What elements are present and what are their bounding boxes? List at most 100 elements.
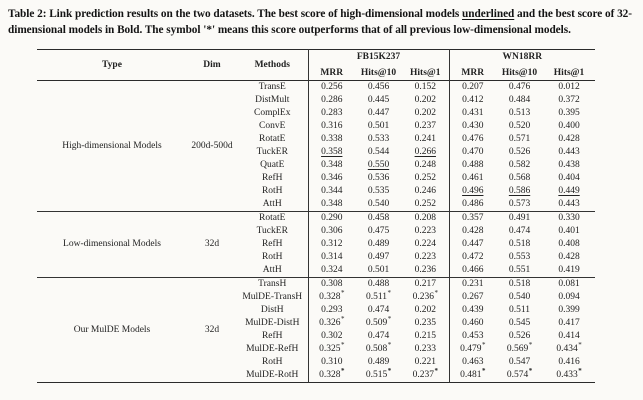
group-header-fb15k237: FB15K237 [307,49,450,66]
method-name-cell: AttH [262,265,282,276]
outperform-star: * [340,315,345,324]
score-cell: 0.447 [448,238,497,252]
score-cell: 0.266 [414,147,436,158]
outperform-star: * [387,289,392,298]
score-cell: 0.481* [448,367,497,383]
score-cell: 0.461 [448,172,497,186]
method-name-cell: MulDE-TransH [242,292,303,303]
score-cell: 0.306 [307,225,355,239]
method-name-cell: MulDE-RotH [246,370,299,381]
method-name-cell: AttH [262,199,282,210]
table-row: DistH 0.293 0.474 0.202 0.439 0.511 0.399 [37,304,595,318]
score-cell: 0.293 [307,304,355,318]
column-header-fb-hits10: Hits@10 [360,67,397,78]
score-cell: 0.535 [367,186,390,197]
score-cell: 0.472 [448,251,497,265]
score-cell: 0.511* [365,289,392,303]
score-cell: 0.568 [508,173,531,184]
score-cell: 0.509* [365,315,392,329]
score-cell: 0.511 [509,305,531,316]
outperform-star: * [434,289,438,298]
score-cell: 0.489 [367,239,390,250]
score-cell: 0.401 [558,226,580,237]
score-cell: 0.236 [414,265,436,276]
score-cell: 0.237* [412,367,438,381]
dimension-cell: 200d-500d [191,140,233,151]
score-cell: 0.428 [558,134,580,145]
score-cell: 0.479* [448,342,497,357]
method-name-cell: TuckER [256,226,288,237]
score-cell: 0.252 [414,199,436,210]
score-cell: 0.438 [558,160,580,171]
score-cell: 0.428 [558,252,580,263]
score-cell: 0.443 [558,199,580,210]
score-cell: 0.474 [508,226,531,237]
score-cell: 0.325* [307,342,355,357]
metric-header-row: MRR Hits@10 Hits@1 MRR Hits@10 Hits@1 [37,65,595,81]
outperform-star: * [387,315,392,324]
score-cell: 0.497 [367,252,390,263]
score-cell: 0.443 [558,147,580,158]
column-header-methods: Methods [254,59,290,70]
column-header-fb-mrr: MRR [307,65,355,81]
score-cell: 0.372 [558,95,580,106]
score-cell: 0.314 [307,251,355,265]
score-cell: 0.221 [414,357,436,368]
table-row: Low-dimensional Models 32d RotatE 0.290 0.45… [37,211,596,278]
score-cell: 0.207 [448,80,497,95]
score-cell: 0.357 [448,211,497,226]
table-row: RefH 0.312 0.489 0.224 0.447 0.518 0.408 [37,238,595,252]
score-cell: 0.308 [307,277,355,292]
score-cell: 0.520 [508,121,531,132]
score-cell: 0.316 [307,120,355,134]
score-cell: 0.328* [307,368,355,383]
score-cell: 0.582 [508,160,531,171]
method-name-cell: ComplEx [254,108,291,119]
column-header-fb-hits1: Hits@1 [410,67,441,78]
score-cell: 0.458 [355,211,402,226]
caption-text-end: and the best score of 32-dimensional mod… [8,8,632,36]
score-cell: 0.456 [367,82,390,93]
score-cell: 0.574* [506,367,533,381]
score-cell: 0.496 [448,185,497,199]
method-name-cell: TuckER [256,147,288,158]
score-cell: 0.399 [558,305,580,316]
score-cell: 0.476 [448,133,497,147]
method-name-cell: MulDE-RefH [246,344,299,355]
score-cell: 0.408 [558,239,580,250]
outperform-star: * [434,367,438,376]
dimension-cell: 32d [187,211,237,278]
score-cell: 0.348 [307,159,355,173]
score-cell: 0.486 [448,198,497,212]
caption-text-start: Table 2: Link prediction results on the … [8,8,463,20]
model-type-cell: High-dimensional Models [62,140,162,151]
column-header-wn-mrr: MRR [448,65,497,81]
score-cell: 0.417 [558,318,580,329]
score-cell: 0.484 [508,95,531,106]
score-cell: 0.518 [496,277,544,292]
method-name-cell: RotH [261,357,283,368]
score-cell: 0.346 [307,172,355,186]
score-cell: 0.256 [307,80,355,95]
outperform-star: * [387,367,392,376]
score-cell: 0.476 [508,82,531,93]
outperform-star: * [481,367,486,376]
column-header-wn-hits1: Hits@1 [553,67,585,78]
score-cell: 0.544 [367,147,390,158]
method-name-cell: DistMult [255,95,290,106]
score-cell: 0.324 [307,264,355,278]
score-cell: 0.202 [414,108,436,119]
model-type-cell: Our MulDE Models [37,277,187,383]
table-header: Type Dim Methods FB15K237 WN18RR MRR Hit… [37,49,596,81]
score-cell: 0.569* [506,341,533,355]
table-row: MulDE-TransH 0.328* 0.511* 0.236* 0.267 0.540… [37,289,595,305]
score-cell: 0.412 [448,94,497,108]
score-cell: 0.551 [508,265,531,276]
score-cell: 0.233 [414,344,436,355]
method-name-cell: RefH [261,173,283,184]
method-name-cell: DistH [260,305,284,316]
score-cell: 0.491 [496,211,544,226]
score-cell: 0.081 [543,277,596,292]
score-cell: 0.248 [414,160,436,171]
score-cell: 0.348 [307,198,355,212]
